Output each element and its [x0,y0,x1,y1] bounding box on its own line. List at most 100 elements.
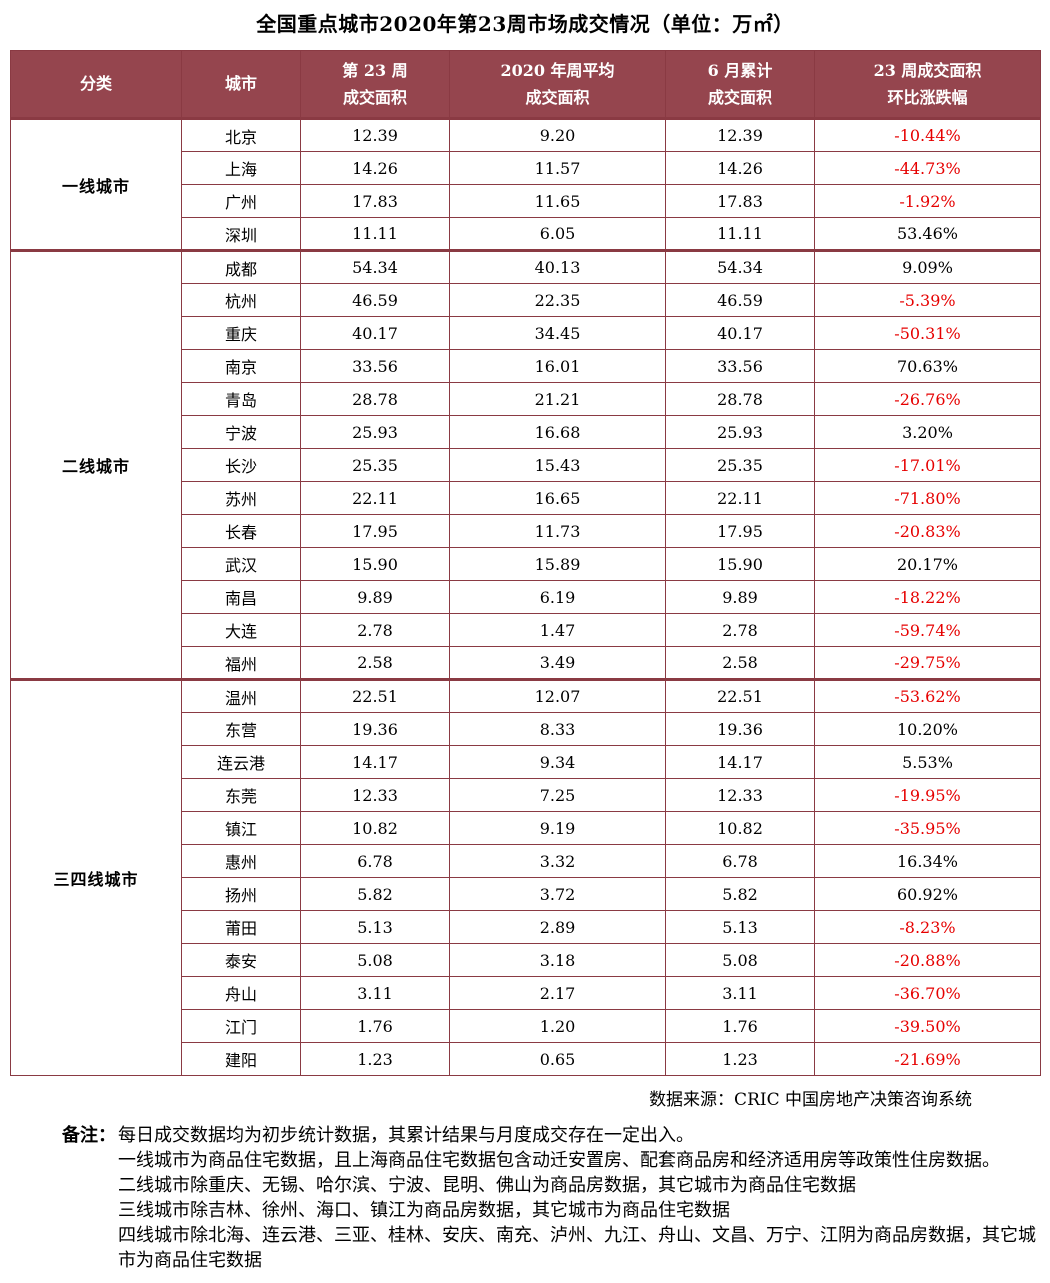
weekly-avg-area-cell: 34.45 [449,316,666,350]
table-row: 惠州 6.78 3.32 6.78 16.34% [11,844,1041,878]
june-total-area-cell: 25.93 [665,415,815,449]
week23-area-cell: 2.78 [300,613,450,647]
city-cell: 深圳 [181,217,301,251]
table-row: 莆田 5.13 2.89 5.13 -8.23% [11,910,1041,944]
table-row: 三四线城市 温州 22.51 12.07 22.51 -53.62% [10,678,1041,1076]
city-cell: 泰安 [181,943,301,977]
table-row: 一线城市 北京 12.39 9.20 12.39 -10.44% [10,118,1041,251]
header-week23: 第 23 周 成交面积 [300,50,450,120]
city-cell: 东莞 [181,778,301,812]
weekly-avg-area-cell: 16.65 [449,481,666,515]
wow-change-cell: -26.76% [814,382,1041,416]
city-cell: 莆田 [181,910,301,944]
weekly-avg-area-cell: 1.20 [449,1009,666,1043]
weekly-avg-area-cell: 16.01 [449,349,666,383]
week23-area-cell: 14.17 [300,745,450,779]
weekly-avg-area-cell: 2.89 [449,910,666,944]
june-total-area-cell: 12.39 [665,118,815,152]
wow-change-cell: -17.01% [814,448,1041,482]
wow-change-cell: -21.69% [814,1042,1041,1076]
city-cell: 武汉 [181,547,301,581]
weekly-avg-area-cell: 1.47 [449,613,666,647]
city-cell: 建阳 [181,1042,301,1076]
june-total-area-cell: 1.76 [665,1009,815,1043]
week23-area-cell: 3.11 [300,976,450,1010]
weekly-avg-area-cell: 21.21 [449,382,666,416]
city-cell: 苏州 [181,481,301,515]
june-total-area-cell: 11.11 [665,217,815,251]
note-line-1: 每日成交数据均为初步统计数据，其累计结果与月度成交存在一定出入。 [118,1125,694,1146]
week23-area-cell: 22.11 [300,481,450,515]
wow-change-cell: 10.20% [814,712,1041,746]
wow-change-cell: -36.70% [814,976,1041,1010]
week23-area-cell: 46.59 [300,283,450,317]
table-row: 广州 17.83 11.65 17.83 -1.92% [11,184,1041,218]
june-total-area-cell: 28.78 [665,382,815,416]
header-weekly-avg-line1: 2020 年周平均 [500,60,615,80]
june-total-area-cell: 17.83 [665,184,815,218]
june-total-area-cell: 19.36 [665,712,815,746]
wow-change-cell: -20.83% [814,514,1041,548]
note-line-3: 二线城市除重庆、无锡、哈尔滨、宁波、昆明、佛山为商品房数据，其它城市为商品住宅数… [118,1175,856,1196]
table-row: 长沙 25.35 15.43 25.35 -17.01% [11,448,1041,482]
weekly-avg-area-cell: 8.33 [449,712,666,746]
city-cell: 舟山 [181,976,301,1010]
table-row: 福州 2.58 3.49 2.58 -29.75% [11,646,1041,680]
city-cell: 杭州 [181,283,301,317]
weekly-avg-area-cell: 9.34 [449,745,666,779]
table-row: 深圳 11.11 6.05 11.11 53.46% [11,217,1041,251]
header-june-total-line2: 成交面积 [707,88,772,107]
header-city-label: 城市 [224,74,257,94]
city-cell: 南昌 [181,580,301,614]
weekly-avg-area-cell: 0.65 [449,1042,666,1076]
weekly-avg-area-cell: 7.25 [449,778,666,812]
note-line-5: 四线城市除北海、连云港、三亚、桂林、安庆、南充、泸州、九江、舟山、文昌、万宁、江… [118,1225,1036,1271]
week23-area-cell: 2.58 [300,646,450,680]
weekly-avg-area-cell: 3.72 [449,877,666,911]
city-cell: 重庆 [181,316,301,350]
week23-area-cell: 19.36 [300,712,450,746]
weekly-avg-area-cell: 9.19 [449,811,666,845]
wow-change-cell: -39.50% [814,1009,1041,1043]
table-body: 一线城市 北京 12.39 9.20 12.39 -10.44% 上海 14.26 11.57 1… [10,118,1041,1076]
wow-change-cell: 53.46% [814,217,1041,251]
data-source: 数据来源：CRIC 中国房地产决策咨询系统 [649,1090,972,1110]
week23-area-cell: 54.34 [300,249,450,284]
note-line-4: 三线城市除吉林、徐州、海口、镇江为商品房数据，其它城市为商品住宅数据 [118,1200,730,1221]
wow-change-cell: 60.92% [814,877,1041,911]
category-cell: 二线城市 [10,249,182,680]
city-cell: 福州 [181,646,301,680]
city-cell: 镇江 [181,811,301,845]
week23-area-cell: 15.90 [300,547,450,581]
table-row: 江门 1.76 1.20 1.76 -39.50% [11,1009,1041,1043]
table-header: 分类 城市 第 23 周 成交面积 2020 年周平均 成交面积 6 月累计 成… [10,50,1041,120]
table-row: 南京 33.56 16.01 33.56 70.63% [11,349,1041,383]
table-header-row: 分类 城市 第 23 周 成交面积 2020 年周平均 成交面积 6 月累计 成… [10,50,1041,120]
week23-area-cell: 1.76 [300,1009,450,1043]
june-total-area-cell: 5.08 [665,943,815,977]
table-row: 武汉 15.90 15.89 15.90 20.17% [11,547,1041,581]
weekly-avg-area-cell: 16.68 [449,415,666,449]
june-total-area-cell: 15.90 [665,547,815,581]
report-title: 全国重点城市2020年第23周市场成交情况（单位：万㎡） [256,12,794,36]
table-row: 上海 14.26 11.57 14.26 -44.73% [11,151,1041,185]
weekly-avg-area-cell: 6.05 [449,217,666,251]
notes-section: 备注： 每日成交数据均为初步统计数据，其累计结果与月度成交存在一定出入。 一线城市… [62,1123,1050,1273]
header-weekly-avg: 2020 年周平均 成交面积 [449,50,666,120]
june-total-area-cell: 2.58 [665,646,815,680]
header-change-line2: 环比涨跌幅 [887,88,968,107]
header-change: 23 周成交面积 环比涨跌幅 [814,50,1041,120]
week23-area-cell: 5.08 [300,943,450,977]
weekly-avg-area-cell: 11.65 [449,184,666,218]
weekly-avg-area-cell: 15.43 [449,448,666,482]
city-cell: 青岛 [181,382,301,416]
june-total-area-cell: 33.56 [665,349,815,383]
category-cell: 一线城市 [10,118,182,251]
june-total-area-cell: 25.35 [665,448,815,482]
city-cell: 北京 [181,118,301,152]
header-week23-line1: 第 23 周 [342,60,408,80]
table-row: 杭州 46.59 22.35 46.59 -5.39% [11,283,1041,317]
week23-area-cell: 22.51 [300,678,450,713]
june-total-area-cell: 14.26 [665,151,815,185]
table-row: 东营 19.36 8.33 19.36 10.20% [11,712,1041,746]
